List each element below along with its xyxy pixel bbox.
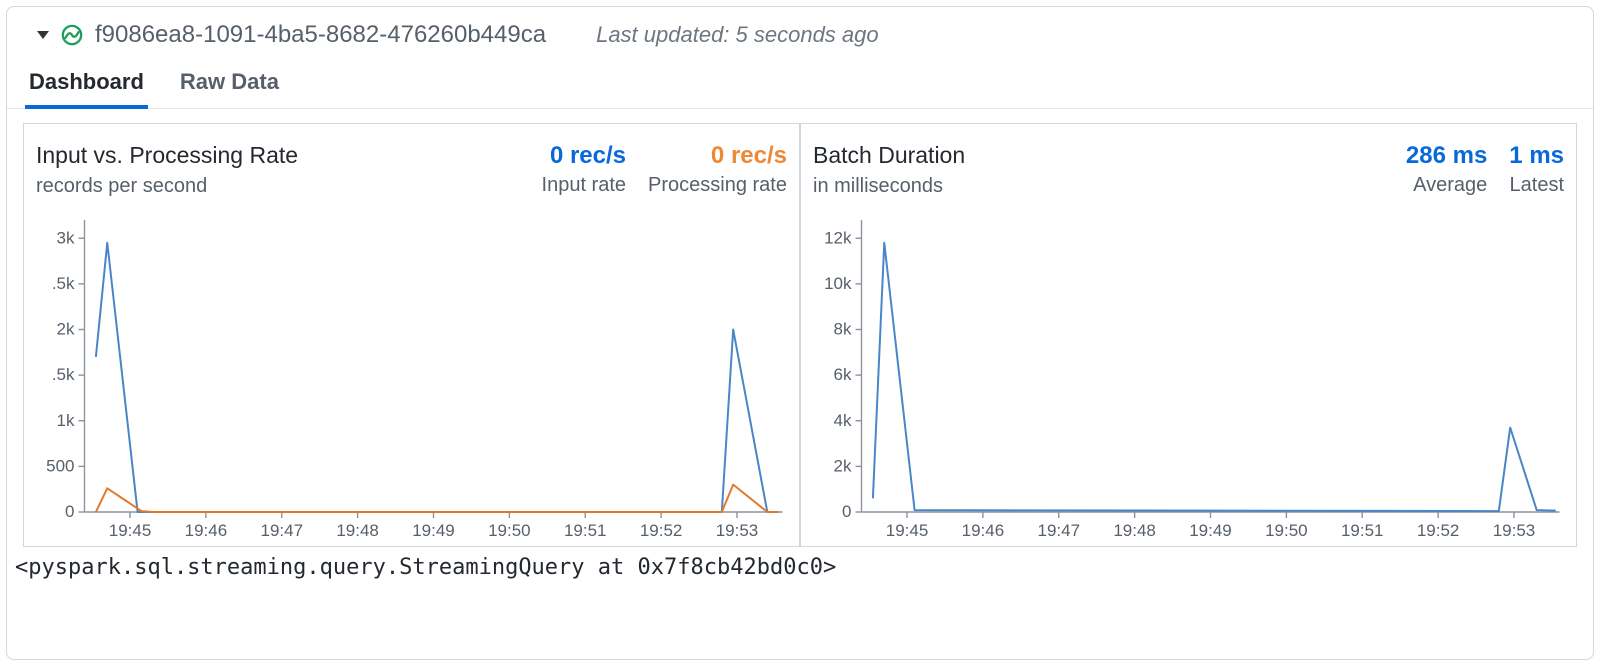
- tab-dashboard[interactable]: Dashboard: [25, 63, 148, 109]
- input-rate-value: 0 rec/s: [542, 142, 627, 170]
- duration-metrics: 286 ms Average 1 ms Latest: [1406, 142, 1564, 197]
- processing-rate-value: 0 rec/s: [648, 142, 787, 170]
- svg-text:500: 500: [46, 456, 74, 475]
- svg-text:19:51: 19:51: [1341, 521, 1384, 540]
- svg-text:19:46: 19:46: [185, 521, 228, 540]
- svg-text:19:51: 19:51: [564, 521, 607, 540]
- svg-text:1k: 1k: [57, 411, 75, 430]
- collapse-caret-icon[interactable]: [37, 31, 49, 39]
- duration-chart-panel: Batch Duration in milliseconds 286 ms Av…: [799, 124, 1576, 546]
- duration-avg-label: Average: [1406, 174, 1487, 197]
- header: f9086ea8-1091-4ba5-8682-476260b449ca Las…: [7, 7, 1593, 57]
- duration-chart: 0 2k 4k 6k 8k 10k 12k 19:45 19:46 19:47 19:48 19:49…: [813, 212, 1564, 542]
- status-running-icon: [61, 24, 83, 46]
- rate-chart: 0 500 1k .5k 2k .5k 3k 19:45 19:46 19:47 19:48 19:4…: [36, 212, 787, 542]
- python-repr: <pyspark.sql.streaming.query.StreamingQu…: [7, 547, 1593, 586]
- svg-text:19:50: 19:50: [488, 521, 531, 540]
- svg-text:0: 0: [842, 502, 851, 521]
- duration-latest-value: 1 ms: [1509, 142, 1564, 170]
- rate-chart-title: Input vs. Processing Rate: [36, 142, 298, 169]
- svg-text:19:52: 19:52: [640, 521, 683, 540]
- last-updated: Last updated: 5 seconds ago: [596, 22, 879, 48]
- duration-latest-label: Latest: [1509, 174, 1564, 197]
- svg-text:19:45: 19:45: [109, 521, 152, 540]
- svg-text:12k: 12k: [824, 228, 852, 247]
- svg-text:.5k: .5k: [52, 365, 75, 384]
- tab-raw-data[interactable]: Raw Data: [176, 63, 283, 108]
- svg-text:19:49: 19:49: [1189, 521, 1232, 540]
- svg-text:19:47: 19:47: [1037, 521, 1080, 540]
- svg-text:19:47: 19:47: [260, 521, 303, 540]
- svg-text:19:53: 19:53: [716, 521, 759, 540]
- svg-text:19:48: 19:48: [336, 521, 379, 540]
- streaming-query-widget: f9086ea8-1091-4ba5-8682-476260b449ca Las…: [6, 6, 1594, 660]
- svg-text:3k: 3k: [57, 228, 75, 247]
- svg-text:2k: 2k: [57, 320, 75, 339]
- rate-chart-subtitle: records per second: [36, 175, 298, 198]
- svg-text:10k: 10k: [824, 274, 852, 293]
- svg-text:2k: 2k: [834, 456, 852, 475]
- svg-text:19:46: 19:46: [962, 521, 1005, 540]
- duration-chart-header: Batch Duration in milliseconds 286 ms Av…: [813, 142, 1564, 198]
- svg-text:19:48: 19:48: [1113, 521, 1156, 540]
- charts-container: Input vs. Processing Rate records per se…: [23, 123, 1577, 547]
- svg-text:19:53: 19:53: [1493, 521, 1536, 540]
- svg-text:8k: 8k: [834, 320, 852, 339]
- svg-text:0: 0: [65, 502, 74, 521]
- rate-metrics: 0 rec/s Input rate 0 rec/s Processing ra…: [542, 142, 787, 197]
- svg-text:19:49: 19:49: [412, 521, 455, 540]
- rate-chart-panel: Input vs. Processing Rate records per se…: [24, 124, 799, 546]
- svg-text:6k: 6k: [834, 365, 852, 384]
- svg-text:.5k: .5k: [52, 274, 75, 293]
- duration-chart-title: Batch Duration: [813, 142, 965, 169]
- svg-text:4k: 4k: [834, 411, 852, 430]
- query-uuid: f9086ea8-1091-4ba5-8682-476260b449ca: [95, 21, 546, 49]
- tab-bar: Dashboard Raw Data: [7, 57, 1593, 109]
- input-rate-label: Input rate: [542, 174, 627, 197]
- duration-avg-value: 286 ms: [1406, 142, 1487, 170]
- rate-chart-header: Input vs. Processing Rate records per se…: [36, 142, 787, 198]
- svg-text:19:45: 19:45: [886, 521, 929, 540]
- svg-text:19:50: 19:50: [1265, 521, 1308, 540]
- processing-rate-label: Processing rate: [648, 174, 787, 197]
- duration-chart-subtitle: in milliseconds: [813, 175, 965, 198]
- svg-text:19:52: 19:52: [1417, 521, 1460, 540]
